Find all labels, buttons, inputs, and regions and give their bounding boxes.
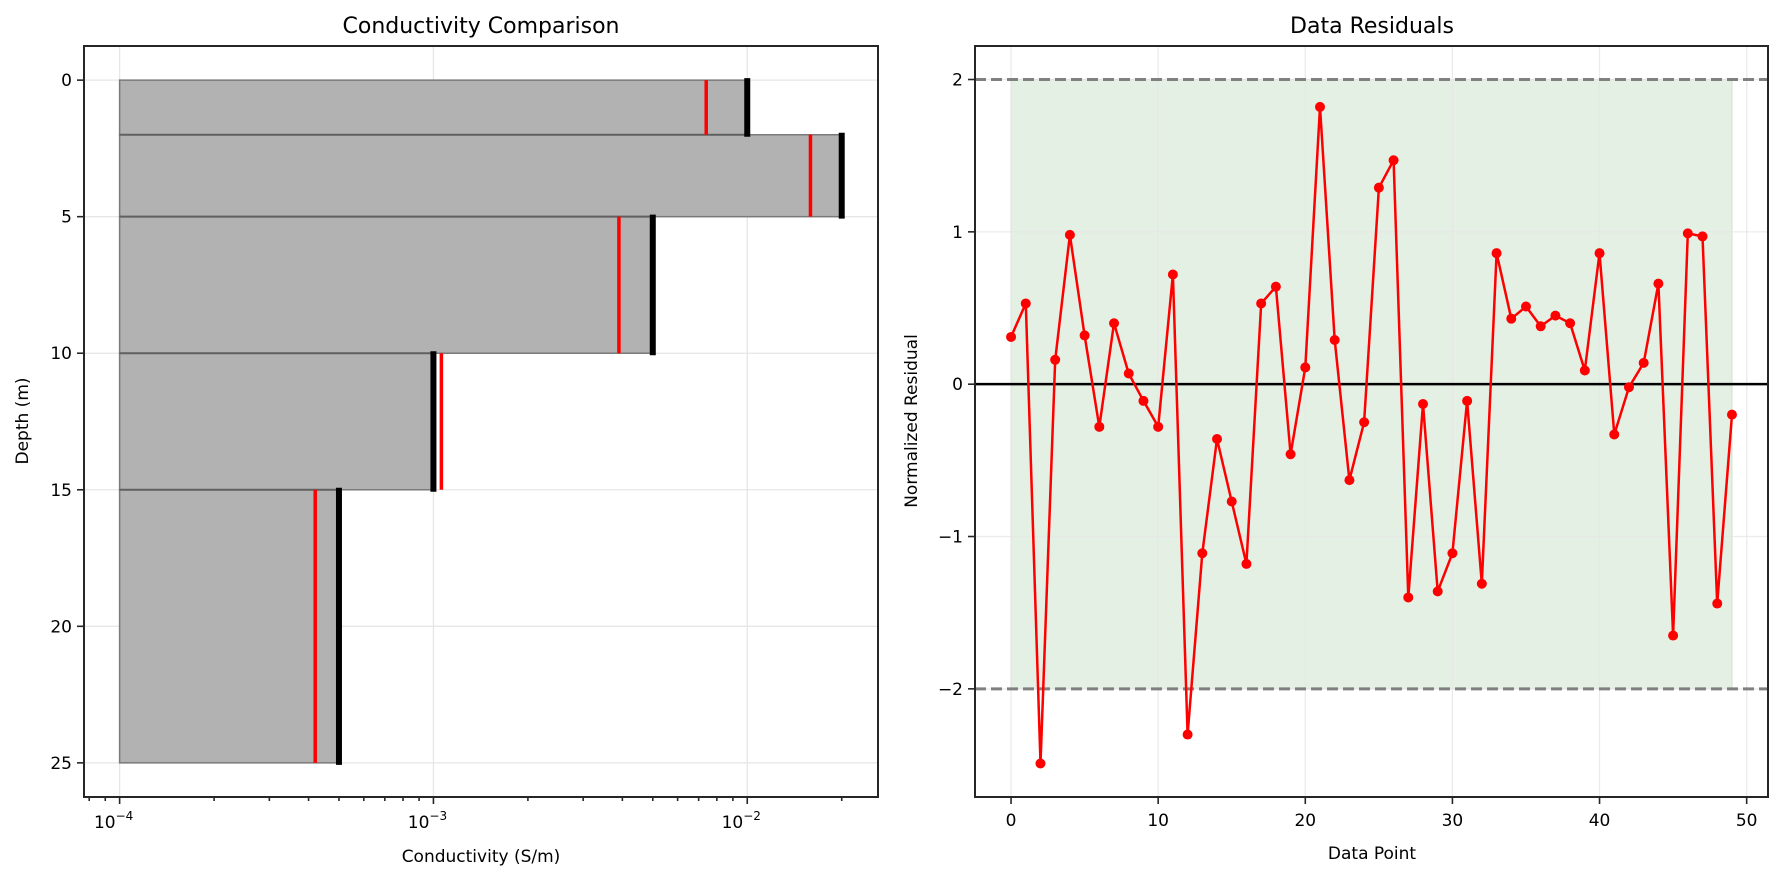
layer-bar (118, 489, 340, 764)
residual-point (1462, 395, 1473, 406)
residual-point (1432, 586, 1443, 597)
right-title: Data Residuals (1290, 14, 1454, 39)
y-tick-label: 10 (50, 344, 72, 364)
residual-point (1594, 248, 1605, 259)
left-y-axis-label: Depth (m) (13, 377, 33, 464)
y-tick-label: −1 (938, 528, 963, 548)
residual-point (1359, 417, 1370, 428)
residual-point (1417, 398, 1428, 409)
x-tick-label: 10−2 (722, 809, 761, 833)
left-axes-frame (83, 45, 879, 798)
x-tick-label: 20 (1294, 811, 1316, 831)
residual-point (1520, 301, 1531, 312)
residual-point (1020, 298, 1031, 309)
residual-point (1712, 598, 1723, 609)
residual-point (1094, 421, 1105, 432)
y-tick-label: 5 (61, 208, 72, 228)
residual-point (1241, 558, 1252, 569)
x-tick-label: 50 (1736, 811, 1758, 831)
reference-lines (975, 78, 1768, 691)
right-y-axis-label: Normalized Residual (902, 334, 922, 508)
residual-point (1388, 155, 1399, 166)
residual-point (1197, 548, 1208, 559)
residual-point (1270, 281, 1281, 292)
right-x-axis-label: Data Point (1328, 844, 1417, 864)
layer-bar (118, 79, 749, 136)
right-axes-frame (974, 45, 1769, 798)
residual-point (1403, 592, 1414, 603)
residual-point (1079, 330, 1090, 341)
residual-point (1565, 318, 1576, 329)
layer-bar (118, 215, 654, 354)
residual-point (1697, 231, 1708, 242)
residual-point (1315, 101, 1326, 112)
left-x-axis-label: Conductivity (S/m) (402, 847, 561, 867)
residual-point (1476, 578, 1487, 589)
residual-point (1109, 318, 1120, 329)
y-tick-label: 25 (50, 754, 72, 774)
residual-point (1373, 182, 1384, 193)
residual-point (1344, 475, 1355, 486)
residual-point (1579, 365, 1590, 376)
x-tick-label: 10−3 (408, 809, 447, 833)
residual-point (1285, 449, 1296, 460)
residual-point (1682, 228, 1693, 239)
left-title: Conductivity Comparison (343, 14, 620, 39)
residual-point (1256, 298, 1267, 309)
residual-point (1550, 310, 1561, 321)
residual-point (1064, 229, 1075, 240)
residual-point (1609, 429, 1620, 440)
layer-bar (118, 134, 843, 218)
residual-point (1623, 382, 1634, 393)
residual-line (1009, 105, 1734, 765)
conductivity-panel: Conductivity Comparison 10−4 10−3 10−20510… (13, 14, 879, 867)
residual-point (1035, 758, 1046, 769)
y-tick-label: 0 (61, 71, 72, 91)
residual-point (1329, 335, 1340, 346)
y-tick-label: 20 (50, 617, 72, 637)
x-tick-label: 40 (1589, 811, 1611, 831)
residual-point (1153, 421, 1164, 432)
left-ticks: 10−4 10−3 10−2 0 5 10 15 20 25 (50, 71, 843, 833)
x-tick-label: 0 (1006, 811, 1017, 831)
residual-point (1182, 729, 1193, 740)
residual-point (1668, 630, 1679, 641)
y-tick-label: −2 (938, 680, 963, 700)
x-tick-label: 10−4 (94, 809, 133, 833)
left-model-lines (313, 78, 845, 765)
y-tick-label: 2 (952, 71, 963, 91)
residual-point (1123, 368, 1134, 379)
residual-point (1167, 269, 1178, 280)
residual-point (1506, 313, 1517, 324)
residual-point (1638, 357, 1649, 368)
y-tick-label: 0 (952, 375, 963, 395)
residual-point (1050, 354, 1061, 365)
residual-point (1491, 248, 1502, 259)
residual-point (1138, 395, 1149, 406)
residual-point (1212, 434, 1223, 445)
x-tick-label: 30 (1442, 811, 1464, 831)
x-tick-label: 10 (1147, 811, 1169, 831)
residual-point (1447, 548, 1458, 559)
residual-point (1726, 409, 1737, 420)
left-bars (118, 79, 843, 764)
y-tick-label: 15 (50, 481, 72, 501)
right-ticks: 0 10 20 30 40 50 −2 −1 0 1 2 (938, 71, 1758, 831)
residuals-panel: Data Residuals 0 10 20 30 40 50 −2 −1 0 1 2 Data P… (902, 14, 1769, 864)
residual-series (1006, 101, 1737, 769)
residual-point (1006, 331, 1017, 342)
residual-point (1535, 321, 1546, 332)
residual-point (1300, 362, 1311, 373)
residual-point (1226, 496, 1237, 507)
y-tick-label: 1 (952, 223, 963, 243)
residual-point (1653, 278, 1664, 289)
layer-bar (118, 352, 435, 491)
